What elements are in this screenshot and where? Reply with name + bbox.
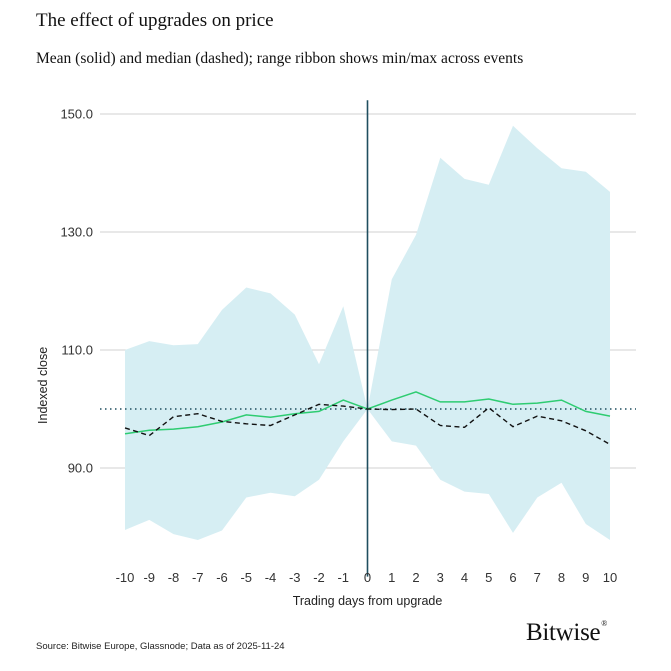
y-tick-label-90: 90.0 (68, 461, 93, 476)
y-tick-label-110: 110.0 (61, 343, 93, 358)
y-axis-ticks: 90.0 110.0 130.0 150.0 (60, 107, 93, 476)
x-tick-label-8: 8 (558, 570, 565, 585)
x-axis-label: Trading days from upgrade (293, 594, 443, 608)
registered-mark: ® (601, 619, 608, 628)
source-note: Source: Bitwise Europe, Glassnode; Data … (36, 641, 285, 652)
x-tick-label-3: 3 (437, 570, 444, 585)
brand-logo: Bitwise® (526, 619, 607, 647)
x-tick-label--1: -1 (337, 570, 349, 585)
brand-name: Bitwise (526, 619, 601, 646)
x-tick-label-9: 9 (582, 570, 589, 585)
x-tick-label-5: 5 (485, 570, 492, 585)
x-tick-label-1: 1 (388, 570, 395, 585)
x-tick-label--7: -7 (192, 570, 204, 585)
x-tick-label--8: -8 (168, 570, 180, 585)
range-ribbon (125, 125, 610, 541)
x-tick-label-10: 10 (603, 570, 617, 585)
x-axis-ticks: -10 -9 -8 -7 -6 -5 -4 -3 -2 -1 0 1 2 3 4 5 6 7 8 9 10 (116, 570, 618, 585)
y-tick-label-130: 130.0 (60, 225, 93, 240)
x-tick-label-2: 2 (412, 570, 419, 585)
x-tick-label--5: -5 (240, 570, 252, 585)
x-tick-label--4: -4 (265, 570, 277, 585)
x-tick-label--2: -2 (313, 570, 325, 585)
y-axis-label: Indexed close (36, 347, 50, 424)
x-tick-label-0: 0 (364, 570, 371, 585)
x-tick-label-6: 6 (509, 570, 516, 585)
reference-lines (100, 100, 636, 577)
median-line (124, 403, 611, 446)
x-tick-label-7: 7 (534, 570, 541, 585)
x-tick-label--10: -10 (116, 570, 135, 585)
x-tick-label-4: 4 (461, 570, 468, 585)
chart-subtitle: Mean (solid) and median (dashed); range … (36, 50, 524, 67)
x-tick-label--9: -9 (143, 570, 155, 585)
x-tick-label--6: -6 (216, 570, 228, 585)
x-tick-label--3: -3 (289, 570, 301, 585)
y-tick-label-150: 150.0 (60, 107, 93, 122)
chart-title: The effect of upgrades on price (36, 10, 274, 31)
